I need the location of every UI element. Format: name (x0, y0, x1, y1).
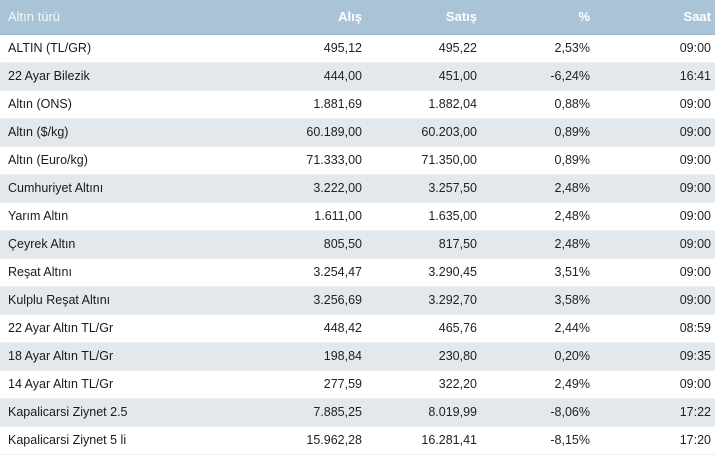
header-change: % (489, 0, 602, 35)
update-time-cell: 09:00 (602, 286, 715, 315)
sell-price-cell: 3.290,45 (374, 258, 489, 287)
gold-type-cell: 14 Ayar Altın TL/Gr (0, 370, 214, 399)
update-time-cell: 09:00 (602, 370, 715, 399)
gold-type-cell: Altın (Euro/kg) (0, 146, 214, 175)
gold-type-cell: Altın ($/kg) (0, 118, 214, 147)
buy-price-cell: 1.611,00 (214, 202, 374, 231)
table-row: Cumhuriyet Altını 3.222,00 3.257,50 2,48% 09… (0, 174, 715, 203)
buy-price-cell: 3.254,47 (214, 258, 374, 287)
table-row: 14 Ayar Altın TL/Gr 277,59 322,20 2,49% 09:0… (0, 370, 715, 399)
buy-price-cell: 1.881,69 (214, 90, 374, 119)
change-percent-cell: 0,88% (489, 90, 602, 119)
sell-price-cell: 3.257,50 (374, 174, 489, 203)
update-time-cell: 09:00 (602, 230, 715, 259)
change-percent-cell: 0,20% (489, 342, 602, 371)
change-percent-cell: -8,06% (489, 398, 602, 427)
update-time-cell: 09:00 (602, 90, 715, 119)
update-time-cell: 09:00 (602, 118, 715, 147)
buy-price-cell: 7.885,25 (214, 398, 374, 427)
change-percent-cell: -8,15% (489, 426, 602, 455)
buy-price-cell: 198,84 (214, 342, 374, 371)
buy-price-cell: 15.962,28 (214, 426, 374, 455)
table-row: Kapalicarsi Ziynet 5 li 15.962,28 16.281,4… (0, 426, 715, 455)
change-percent-cell: 2,48% (489, 202, 602, 231)
sell-price-cell: 1.882,04 (374, 90, 489, 119)
sell-price-cell: 230,80 (374, 342, 489, 371)
buy-price-cell: 444,00 (214, 62, 374, 91)
change-percent-cell: 2,44% (489, 314, 602, 343)
sell-price-cell: 60.203,00 (374, 118, 489, 147)
sell-price-cell: 16.281,41 (374, 426, 489, 455)
table-row: Altın (ONS) 1.881,69 1.882,04 0,88% 09:00 (0, 90, 715, 119)
sell-price-cell: 495,22 (374, 34, 489, 63)
buy-price-cell: 448,42 (214, 314, 374, 343)
change-percent-cell: 3,58% (489, 286, 602, 315)
change-percent-cell: 0,89% (489, 146, 602, 175)
table-row: Kulplu Reşat Altını 3.256,69 3.292,70 3,58%… (0, 286, 715, 315)
buy-price-cell: 3.222,00 (214, 174, 374, 203)
header-row: Altın türü Alış Satış % Saat (0, 0, 715, 35)
change-percent-cell: 2,48% (489, 174, 602, 203)
table-row: Yarım Altın 1.611,00 1.635,00 2,48% 09:00 (0, 202, 715, 231)
table-header: Altın türü Alış Satış % Saat (0, 0, 715, 35)
gold-type-cell: Altın (ONS) (0, 90, 214, 119)
header-buy: Alış (214, 0, 374, 35)
gold-type-cell: 22 Ayar Bilezik (0, 62, 214, 91)
gold-type-cell: Yarım Altın (0, 202, 214, 231)
sell-price-cell: 817,50 (374, 230, 489, 259)
table-row: 18 Ayar Altın TL/Gr 198,84 230,80 0,20% 09:3… (0, 342, 715, 371)
gold-type-cell: Kulplu Reşat Altını (0, 286, 214, 315)
buy-price-cell: 71.333,00 (214, 146, 374, 175)
gold-type-cell: Kapalicarsi Ziynet 2.5 (0, 398, 214, 427)
sell-price-cell: 451,00 (374, 62, 489, 91)
header-sell: Satış (374, 0, 489, 35)
sell-price-cell: 8.019,99 (374, 398, 489, 427)
gold-type-cell: 22 Ayar Altın TL/Gr (0, 314, 214, 343)
gold-type-cell: Cumhuriyet Altını (0, 174, 214, 203)
update-time-cell: 09:00 (602, 174, 715, 203)
table-row: ALTIN (TL/GR) 495,12 495,22 2,53% 09:00 (0, 34, 715, 63)
table-row: 22 Ayar Bilezik 444,00 451,00 -6,24% 16:41 (0, 62, 715, 91)
gold-type-cell: ALTIN (TL/GR) (0, 34, 214, 63)
table-row: Altın (Euro/kg) 71.333,00 71.350,00 0,89% 09… (0, 146, 715, 175)
table-row: 22 Ayar Altın TL/Gr 448,42 465,76 2,44% 08:5… (0, 314, 715, 343)
sell-price-cell: 465,76 (374, 314, 489, 343)
buy-price-cell: 495,12 (214, 34, 374, 63)
buy-price-cell: 3.256,69 (214, 286, 374, 315)
gold-type-cell: Kapalicarsi Ziynet 5 li (0, 426, 214, 455)
sell-price-cell: 1.635,00 (374, 202, 489, 231)
change-percent-cell: 2,49% (489, 370, 602, 399)
update-time-cell: 09:35 (602, 342, 715, 371)
update-time-cell: 08:59 (602, 314, 715, 343)
table-row: Kapalicarsi Ziynet 2.5 7.885,25 8.019,99 -8… (0, 398, 715, 427)
table-body: ALTIN (TL/GR) 495,12 495,22 2,53% 09:00 22 Ay… (0, 34, 715, 455)
update-time-cell: 09:00 (602, 202, 715, 231)
update-time-cell: 09:00 (602, 146, 715, 175)
gold-type-cell: Çeyrek Altın (0, 230, 214, 259)
update-time-cell: 16:41 (602, 62, 715, 91)
header-time: Saat (602, 0, 715, 35)
header-gold-type: Altın türü (0, 0, 214, 35)
update-time-cell: 09:00 (602, 34, 715, 63)
gold-type-cell: Reşat Altını (0, 258, 214, 287)
buy-price-cell: 60.189,00 (214, 118, 374, 147)
buy-price-cell: 277,59 (214, 370, 374, 399)
sell-price-cell: 71.350,00 (374, 146, 489, 175)
update-time-cell: 17:20 (602, 426, 715, 455)
sell-price-cell: 322,20 (374, 370, 489, 399)
update-time-cell: 17:22 (602, 398, 715, 427)
change-percent-cell: 0,89% (489, 118, 602, 147)
change-percent-cell: 2,53% (489, 34, 602, 63)
buy-price-cell: 805,50 (214, 230, 374, 259)
change-percent-cell: 2,48% (489, 230, 602, 259)
table-row: Altın ($/kg) 60.189,00 60.203,00 0,89% 09:00 (0, 118, 715, 147)
table-row: Reşat Altını 3.254,47 3.290,45 3,51% 09:00 (0, 258, 715, 287)
table-row: Çeyrek Altın 805,50 817,50 2,48% 09:00 (0, 230, 715, 259)
change-percent-cell: 3,51% (489, 258, 602, 287)
gold-type-cell: 18 Ayar Altın TL/Gr (0, 342, 214, 371)
update-time-cell: 09:00 (602, 258, 715, 287)
sell-price-cell: 3.292,70 (374, 286, 489, 315)
change-percent-cell: -6,24% (489, 62, 602, 91)
